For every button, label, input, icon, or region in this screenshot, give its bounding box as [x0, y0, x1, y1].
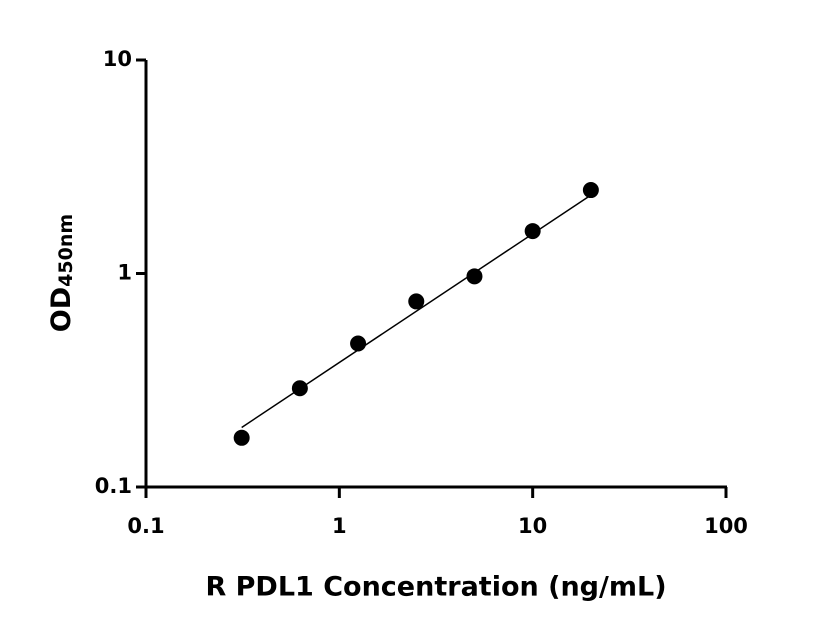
x-axis-label: R PDL1 Concentration (ng/mL)	[205, 572, 666, 603]
data-point	[524, 223, 541, 240]
data-point	[408, 293, 425, 310]
x-tick-label: 1	[332, 514, 347, 538]
data-point	[582, 182, 599, 199]
x-tick-label: 0.1	[127, 514, 164, 538]
data-point	[233, 429, 250, 446]
y-axis-label-main: OD	[46, 287, 77, 332]
y-axis-label-sub: 450nm	[55, 214, 77, 287]
y-tick-label: 0.1	[95, 474, 132, 498]
data-point	[291, 380, 308, 397]
x-tick-label: 100	[704, 514, 748, 538]
y-axis-label-group: OD450nm	[46, 214, 77, 332]
y-tick-label: 10	[103, 47, 132, 71]
data-point	[350, 335, 367, 352]
y-axis-label: OD450nm	[46, 214, 77, 332]
data-point	[466, 268, 483, 285]
x-tick-label: 10	[518, 514, 547, 538]
y-tick-label: 1	[117, 261, 132, 285]
